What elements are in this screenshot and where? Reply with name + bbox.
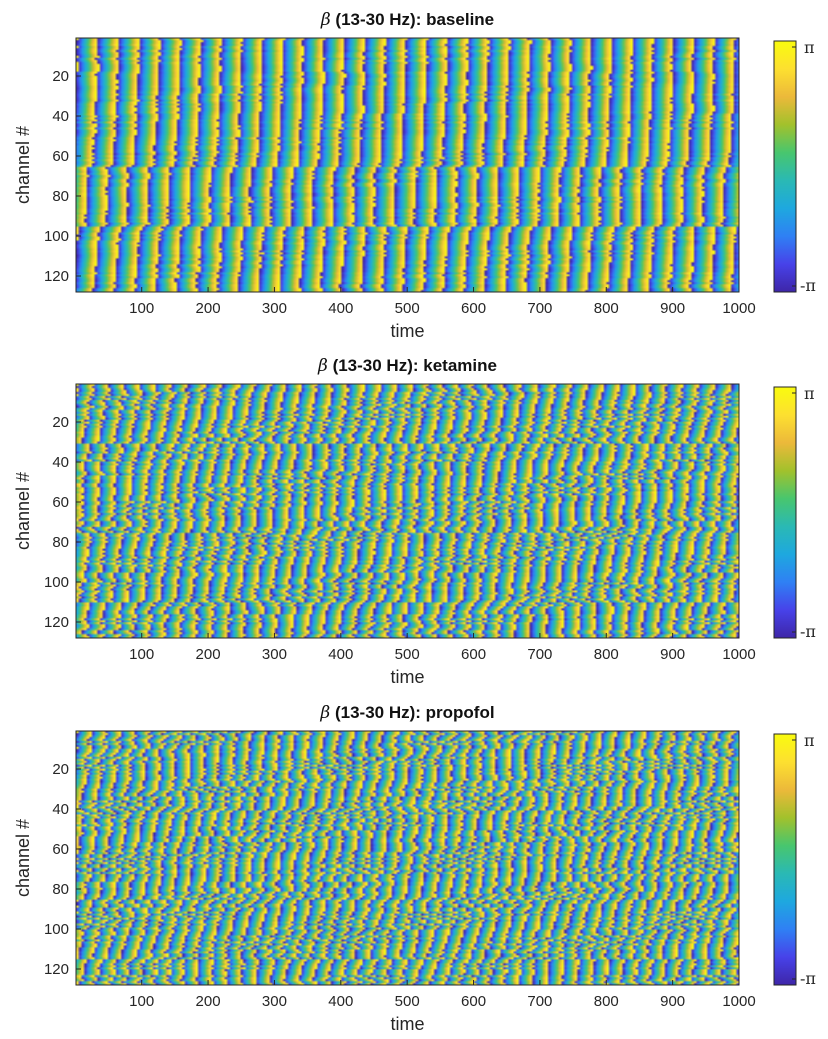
chart-title-text: (13-30 Hz): ketamine <box>328 356 497 375</box>
y-tick-label: 80 <box>52 534 69 551</box>
colorbar-min-label: -π <box>800 622 816 641</box>
y-tick-label: 80 <box>52 188 69 205</box>
y-axis-label: channel # <box>13 819 33 897</box>
chart-title-symbol: β <box>317 356 328 376</box>
y-tick-label: 40 <box>52 801 69 818</box>
x-tick-label: 600 <box>461 646 486 663</box>
panel-1: β (13-30 Hz): baseline 100 200 300 400 500 600… <box>0 0 828 346</box>
colorbar-max-label: π <box>804 731 815 750</box>
x-tick-label: 700 <box>527 646 552 663</box>
x-tick-label: 900 <box>660 993 685 1010</box>
x-tick-label: 800 <box>594 300 619 317</box>
chart-svg: β (13-30 Hz): baseline 100 200 300 400 500 600… <box>13 10 816 341</box>
x-tick-label: 400 <box>328 993 353 1010</box>
y-tick-label: 120 <box>44 614 69 631</box>
y-tick-label: 40 <box>52 108 69 125</box>
x-tick-label: 300 <box>262 300 287 317</box>
y-tick-label: 100 <box>44 574 69 591</box>
x-tick-label: 600 <box>461 300 486 317</box>
y-tick-label: 80 <box>52 881 69 898</box>
chart-title-text: (13-30 Hz): propofol <box>330 703 494 722</box>
chart-title: β (13-30 Hz): baseline <box>320 10 494 30</box>
y-tick-label: 60 <box>52 494 69 511</box>
x-tick-label: 800 <box>594 993 619 1010</box>
y-axis-label: channel # <box>13 126 33 204</box>
x-tick-label: 800 <box>594 646 619 663</box>
y-tick-label: 60 <box>52 841 69 858</box>
y-tick-label: 20 <box>52 761 69 778</box>
colorbar-max-label: π <box>804 38 815 57</box>
x-tick-label: 200 <box>196 993 221 1010</box>
y-tick-label: 100 <box>44 921 69 938</box>
colorbar-max-label: π <box>804 384 815 403</box>
panel-2: β (13-30 Hz): ketamine 100 200 300 400 500 600… <box>0 346 828 692</box>
x-tick-label: 100 <box>129 993 154 1010</box>
chart-title: β (13-30 Hz): ketamine <box>317 356 497 376</box>
chart-svg: β (13-30 Hz): propofol 100 200 300 400 500 600… <box>13 703 816 1034</box>
colorbar <box>773 733 797 986</box>
x-tick-label: 300 <box>262 993 287 1010</box>
phase-heatmap-image <box>76 38 739 292</box>
y-tick-label: 20 <box>52 68 69 85</box>
chart-svg: β (13-30 Hz): ketamine 100 200 300 400 500 600… <box>13 356 816 687</box>
x-tick-label: 100 <box>129 300 154 317</box>
x-tick-label: 200 <box>196 300 221 317</box>
x-tick-label: 700 <box>527 300 552 317</box>
y-tick-label: 120 <box>44 268 69 285</box>
x-axis-label: time <box>390 1014 424 1034</box>
colorbar <box>773 386 797 639</box>
y-axis-label: channel # <box>13 472 33 550</box>
x-tick-label: 1000 <box>722 993 755 1010</box>
x-tick-label: 900 <box>660 300 685 317</box>
x-tick-label: 700 <box>527 993 552 1010</box>
y-tick-label: 120 <box>44 961 69 978</box>
x-axis-label: time <box>390 667 424 687</box>
colorbar-min-label: -π <box>800 276 816 295</box>
x-tick-label: 900 <box>660 646 685 663</box>
x-tick-label: 1000 <box>722 300 755 317</box>
chart-title-text: (13-30 Hz): baseline <box>331 10 494 29</box>
chart-title-symbol: β <box>320 10 331 30</box>
x-tick-label: 600 <box>461 993 486 1010</box>
x-tick-label: 100 <box>129 646 154 663</box>
colorbar <box>773 40 797 293</box>
x-tick-label: 500 <box>395 300 420 317</box>
x-tick-label: 400 <box>328 300 353 317</box>
x-tick-label: 400 <box>328 646 353 663</box>
chart-title: β (13-30 Hz): propofol <box>319 703 494 723</box>
y-tick-label: 40 <box>52 454 69 471</box>
y-tick-label: 60 <box>52 148 69 165</box>
y-tick-label: 20 <box>52 414 69 431</box>
y-tick-label: 100 <box>44 228 69 245</box>
x-tick-label: 500 <box>395 993 420 1010</box>
x-tick-label: 200 <box>196 646 221 663</box>
x-tick-label: 500 <box>395 646 420 663</box>
chart-title-symbol: β <box>319 703 330 723</box>
panel-3: β (13-30 Hz): propofol 100 200 300 400 500 600… <box>0 693 828 1039</box>
phase-heatmap-image <box>76 384 739 638</box>
colorbar-min-label: -π <box>800 969 816 988</box>
x-tick-label: 1000 <box>722 646 755 663</box>
x-axis-label: time <box>390 321 424 341</box>
x-tick-label: 300 <box>262 646 287 663</box>
phase-heatmap-image <box>76 731 739 985</box>
